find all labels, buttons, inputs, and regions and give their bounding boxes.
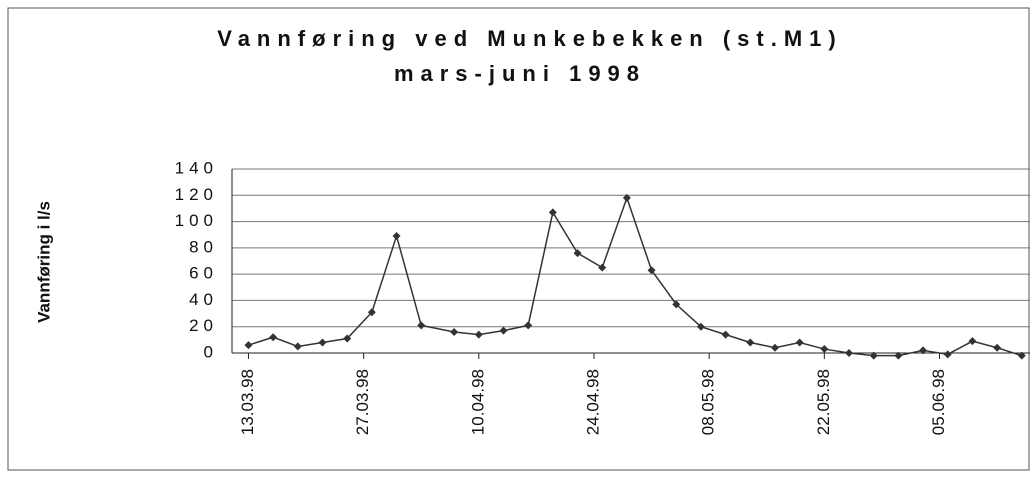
y-tick-label: 140 [175, 158, 218, 177]
y-tick-label: 120 [175, 185, 218, 204]
marker [721, 330, 730, 339]
marker [696, 322, 705, 331]
marker [474, 330, 483, 339]
marker [1017, 351, 1026, 360]
marker [548, 208, 557, 217]
marker [622, 193, 631, 202]
chart-border [7, 7, 1030, 471]
x-tick-label: 27.03.98 [353, 369, 372, 435]
x-tick-label: 10.04.98 [468, 369, 487, 435]
marker [318, 338, 327, 347]
x-tick-label: 22.05.98 [814, 369, 833, 435]
chart-subtitle: mars-juni 1998 [394, 61, 646, 86]
x-tick-label: 05.06.98 [929, 369, 948, 435]
marker [244, 341, 253, 350]
marker [343, 334, 352, 343]
y-tick-label: 80 [189, 237, 218, 256]
x-tick-label: 13.03.98 [238, 369, 257, 435]
y-tick-label: 40 [189, 290, 218, 309]
marker [647, 266, 656, 275]
marker [820, 345, 829, 354]
marker [392, 232, 401, 241]
marker [598, 263, 607, 272]
marker [746, 338, 755, 347]
chart-title: Vannføring ved Munkebekken (st.M1) [217, 26, 843, 51]
marker [943, 350, 952, 359]
marker [269, 333, 278, 342]
marker [993, 343, 1002, 352]
marker [450, 327, 459, 336]
marker [770, 343, 779, 352]
marker [845, 349, 854, 357]
y-tick-label: 20 [189, 316, 218, 335]
x-tick-label: 08.05.98 [699, 369, 718, 435]
marker [573, 249, 582, 258]
marker [919, 346, 928, 355]
marker [417, 321, 426, 330]
marker [894, 351, 903, 360]
y-tick-label: 0 [204, 342, 218, 361]
marker [499, 326, 508, 335]
marker [869, 351, 878, 360]
y-axis-label: Vannføring i l/s [34, 201, 53, 323]
marker [367, 308, 376, 317]
line [248, 195, 1022, 357]
marker [968, 337, 977, 346]
y-tick-label: 100 [175, 211, 218, 230]
marker [795, 338, 804, 347]
y-tick-label: 60 [189, 264, 218, 283]
marker [293, 342, 302, 351]
marker [524, 321, 533, 330]
marker [672, 300, 681, 309]
x-tick-label: 24.04.98 [583, 369, 602, 435]
